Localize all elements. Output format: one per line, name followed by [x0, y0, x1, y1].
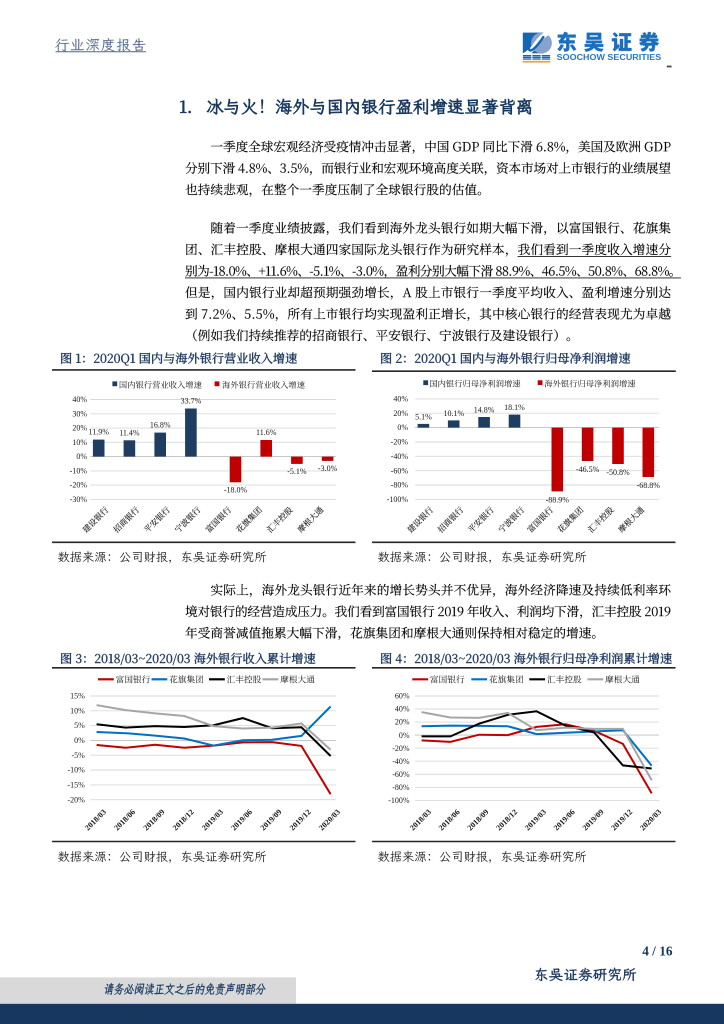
svg-text:2018/12: 2018/12: [494, 807, 519, 832]
svg-text:SOOCHOW SECURITIES: SOOCHOW SECURITIES: [557, 53, 662, 62]
svg-text:2019/12: 2019/12: [288, 807, 313, 832]
svg-text:4 / 16: 4 / 16: [642, 943, 673, 958]
svg-text:-10%: -10%: [67, 766, 85, 775]
svg-text:-5%: -5%: [71, 751, 85, 760]
svg-text:-80%: -80%: [391, 481, 409, 490]
svg-text:5%: 5%: [74, 721, 85, 730]
svg-text:-100%: -100%: [387, 495, 409, 504]
svg-text:-46.5%: -46.5%: [576, 465, 600, 474]
svg-text:30%: 30%: [72, 409, 87, 418]
svg-text:-20%: -20%: [392, 744, 410, 753]
svg-text:-18.0%: -18.0%: [224, 485, 248, 494]
svg-text:0%: 0%: [397, 423, 408, 432]
svg-text:2019/09: 2019/09: [259, 807, 284, 832]
svg-text:60%: 60%: [395, 692, 410, 701]
svg-text:-20%: -20%: [391, 438, 409, 447]
svg-text:-50.8%: -50.8%: [606, 468, 630, 477]
svg-text:11.9%: 11.9%: [89, 428, 110, 437]
svg-text:16.8%: 16.8%: [150, 421, 171, 430]
svg-text:2019/06: 2019/06: [552, 807, 577, 832]
svg-text:2018/06: 2018/06: [437, 807, 462, 832]
svg-text:-10%: -10%: [70, 467, 88, 476]
svg-text:33.7%: 33.7%: [181, 397, 202, 406]
svg-text:0%: 0%: [74, 736, 85, 745]
svg-text:-5.1%: -5.1%: [287, 467, 307, 476]
svg-text:40%: 40%: [395, 705, 410, 714]
svg-text:2019/03: 2019/03: [200, 807, 225, 832]
svg-text:40%: 40%: [393, 395, 408, 404]
svg-text:-60%: -60%: [392, 770, 410, 779]
svg-text:2018/09: 2018/09: [466, 807, 491, 832]
svg-text:0%: 0%: [76, 452, 87, 461]
svg-text:-40%: -40%: [392, 757, 410, 766]
svg-text:2019/09: 2019/09: [581, 807, 606, 832]
svg-text:5.1%: 5.1%: [415, 412, 432, 421]
svg-text:2018/09: 2018/09: [142, 807, 167, 832]
svg-text:-68.8%: -68.8%: [637, 481, 661, 490]
svg-text:2018/12: 2018/12: [171, 807, 196, 832]
svg-text:-20%: -20%: [70, 481, 88, 490]
svg-text:0%: 0%: [399, 731, 410, 740]
svg-text:2020/03: 2020/03: [317, 807, 342, 832]
svg-text:2020/03: 2020/03: [638, 807, 663, 832]
svg-text:-88.9%: -88.9%: [546, 495, 570, 504]
svg-text:-15%: -15%: [67, 781, 85, 790]
svg-text:10%: 10%: [70, 706, 85, 715]
svg-text:40%: 40%: [72, 395, 87, 404]
svg-text:10.1%: 10.1%: [443, 409, 464, 418]
svg-text:11.4%: 11.4%: [119, 428, 140, 437]
svg-text:2018/06: 2018/06: [112, 807, 137, 832]
svg-text:2018/03: 2018/03: [408, 807, 433, 832]
svg-text:2019/06: 2019/06: [229, 807, 254, 832]
svg-text:-30%: -30%: [70, 495, 88, 504]
svg-text:-80%: -80%: [392, 783, 410, 792]
svg-text:20%: 20%: [72, 424, 87, 433]
svg-text:20%: 20%: [393, 409, 408, 418]
svg-text:-40%: -40%: [391, 452, 409, 461]
svg-text:20%: 20%: [395, 718, 410, 727]
svg-text:-100%: -100%: [388, 796, 410, 805]
svg-text:10%: 10%: [72, 438, 87, 447]
svg-text:-20%: -20%: [67, 795, 85, 804]
svg-text:2019/03: 2019/03: [523, 807, 548, 832]
svg-text:11.6%: 11.6%: [256, 428, 277, 437]
svg-text:18.1%: 18.1%: [504, 403, 525, 412]
svg-text:2018/03: 2018/03: [83, 807, 108, 832]
svg-text:-60%: -60%: [391, 466, 409, 475]
svg-text:-3.0%: -3.0%: [318, 464, 338, 473]
svg-text:15%: 15%: [70, 692, 85, 701]
svg-text:14.8%: 14.8%: [474, 406, 495, 415]
svg-text:2019/12: 2019/12: [609, 807, 634, 832]
